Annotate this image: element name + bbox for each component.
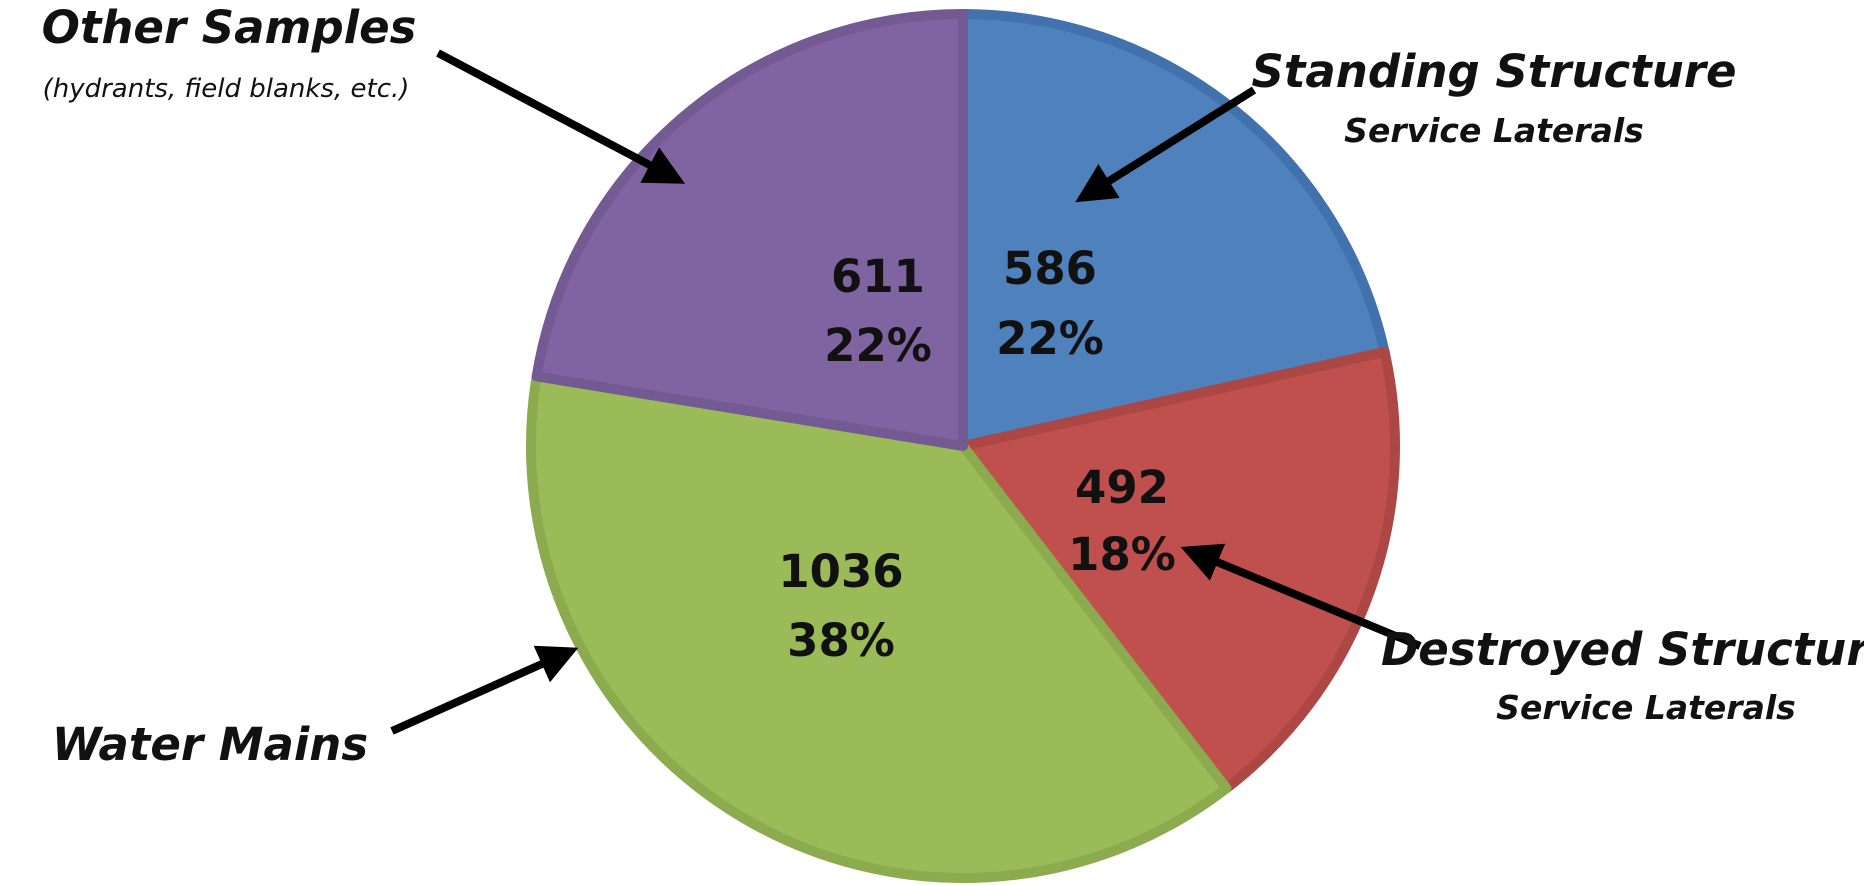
- pie-slice-other-samples: [531, 9, 968, 451]
- slice-label-other-samples: 611 22%: [824, 250, 932, 372]
- callout-title-other-samples: Other Samples: [42, 1, 417, 54]
- pie-slices: [525, 9, 1400, 883]
- slice-value-destroyed-structure: 492: [1075, 461, 1169, 514]
- slice-percent-other-samples: 22%: [824, 319, 932, 372]
- callout-sub-standing-structure: Service Laterals: [1344, 111, 1644, 150]
- slice-value-standing-structure: 586: [1003, 242, 1097, 295]
- slice-percent-standing-structure: 22%: [996, 312, 1104, 365]
- callout-title-destroyed-structure: Destroyed Structure: [1381, 623, 1864, 676]
- arrow-destroyed-structure: [1180, 543, 1422, 650]
- callout-title-water-mains: Water Mains: [52, 718, 368, 771]
- slice-percent-destroyed-structure: 18%: [1068, 528, 1176, 581]
- arrow-standing-structure: [1075, 86, 1257, 203]
- callout-sub-destroyed-structure: Service Laterals: [1496, 688, 1796, 727]
- arrow-other-samples: [436, 49, 686, 184]
- callout-sub-other-samples: (hydrants, field blanks, etc.): [43, 74, 410, 104]
- slice-label-water-mains: 1036 38%: [778, 545, 903, 667]
- arrow-water-mains: [390, 645, 579, 735]
- slice-label-destroyed-structure: 492 18%: [1068, 461, 1176, 581]
- slice-value-water-mains: 1036: [778, 545, 903, 598]
- callout-title-standing-structure: Standing Structure: [1252, 45, 1737, 98]
- slice-value-other-samples: 611: [831, 250, 925, 303]
- slice-label-standing-structure: 586 22%: [996, 242, 1104, 365]
- pie-slice-standing-structure: [958, 9, 1390, 451]
- pie-slice-destroyed-structure: [958, 346, 1400, 794]
- pie-slice-water-mains: [525, 371, 1232, 883]
- slice-percent-water-mains: 38%: [787, 614, 895, 667]
